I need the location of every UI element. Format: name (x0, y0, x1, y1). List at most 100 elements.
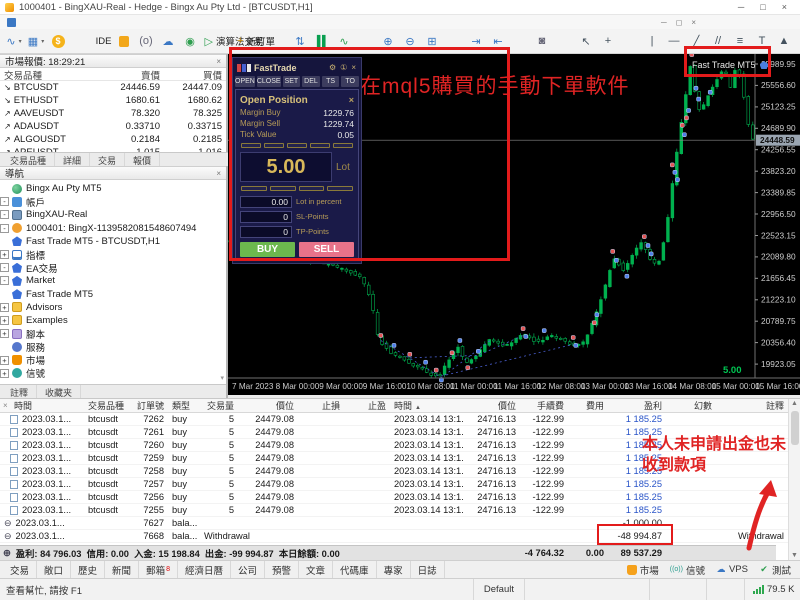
trade-panel-info-icon[interactable]: ① (340, 63, 348, 72)
nav-item[interactable]: Fast Trade MT5 - BTCUSDT,H1 (0, 235, 226, 248)
toolbar-button[interactable]: ⊕ (378, 31, 398, 51)
sell-button[interactable]: SELL (299, 242, 354, 257)
table-row[interactable]: 2023.03.1... btcusdt 7262 buy 5 24479.08… (0, 413, 788, 426)
scrollbar-thumb[interactable] (791, 411, 799, 445)
nav-item[interactable]: + 信號 (0, 367, 226, 380)
expand-toggle-icon[interactable]: + (0, 302, 9, 312)
scroll-down-icon[interactable]: ▼ (791, 552, 798, 559)
table-row[interactable]: 2023.03.1... btcusdt 7259 buy 5 24479.08… (0, 452, 788, 465)
chart-restore-button[interactable]: ◻ (675, 17, 683, 27)
toolbar-button[interactable]: IDE (95, 35, 112, 47)
trade-panel-tab[interactable]: OPEN (235, 76, 255, 87)
profile-selector[interactable]: Default (472, 579, 524, 600)
column-header[interactable]: 止損 (321, 401, 340, 411)
table-row[interactable]: 2023.03.1... btcusdt 7260 buy 5 24479.08… (0, 439, 788, 452)
toolbox-tab[interactable]: 經濟日曆 (178, 560, 231, 579)
trade-panel-settings-icon[interactable]: ⚙ (328, 63, 337, 72)
expand-toggle-icon[interactable]: + (0, 250, 9, 260)
nav-item[interactable]: + 市場 (0, 353, 226, 367)
trade-input-field[interactable]: 0 (240, 225, 292, 238)
lot-preset-buttons[interactable] (240, 140, 354, 151)
column-header[interactable]: 類型 (172, 401, 191, 411)
trade-panel-tab[interactable]: TO (341, 76, 360, 87)
shortcut-button[interactable]: ☁ VPS (716, 564, 748, 575)
toolbar-button[interactable]: ⇤ (488, 31, 508, 51)
column-header[interactable]: 時間 ▲ (394, 401, 421, 411)
nav-item[interactable]: 服務 (0, 340, 226, 354)
trade-panel-close-icon[interactable]: × (351, 63, 356, 72)
column-header[interactable]: 訂單號 (136, 401, 164, 411)
toolbar-button[interactable] (620, 31, 640, 51)
toolbar-button[interactable] (268, 31, 288, 51)
toolbar-button[interactable]: ╱ (686, 31, 706, 51)
toolbar-button[interactable] (356, 31, 376, 51)
column-header[interactable]: 止盈 (367, 401, 386, 411)
ea-badge[interactable]: Fast Trade MT5 (692, 60, 769, 70)
trade-panel-tab[interactable]: TS (321, 76, 340, 87)
table-scrollbar[interactable]: ▲ ▼ (788, 399, 800, 560)
toolbar-button[interactable]: ⇅ (290, 31, 310, 51)
nav-item[interactable]: - 1000401: BingX-1139582081548607494 (0, 222, 226, 235)
nav-item[interactable]: Fast Trade MT5 (0, 288, 226, 301)
expand-toggle-icon[interactable]: - (0, 263, 9, 273)
chart-minimize-button[interactable]: ─ (661, 17, 667, 27)
trade-input-field[interactable]: 0.00 (240, 195, 292, 208)
market-watch-tab[interactable]: 報價 (125, 153, 161, 166)
toolbar-button[interactable]: $ (48, 31, 68, 51)
open-position-close-icon[interactable]: × (348, 95, 354, 105)
column-header[interactable]: 註釋 (765, 401, 784, 411)
shortcut-button[interactable]: 市場 (626, 563, 659, 577)
trade-panel-tab[interactable]: SET (282, 76, 301, 87)
nav-item[interactable]: - BingXAU-Real (0, 208, 226, 221)
expand-toggle-icon[interactable]: + (0, 315, 9, 325)
symbol-row[interactable]: ↘ ETHUSDT 1680.61 1680.62 (0, 94, 226, 107)
column-header[interactable]: 交易品種 (88, 401, 125, 411)
symbol-row[interactable]: ↗ ALGOUSDT 0.2184 0.2185 (0, 133, 226, 146)
toolbar-button[interactable]: ▦ ▾ (27, 35, 45, 48)
expand-toggle-icon[interactable]: + (0, 329, 9, 339)
trade-panel-tab[interactable]: DEL (302, 76, 320, 87)
chart-area[interactable]: 25989.95 25556.60 25123.25 24689.90 24256.55… (228, 54, 800, 395)
toolbar-button[interactable]: ∿ (334, 31, 354, 51)
toolbar-button[interactable] (70, 31, 90, 51)
toolbar-button[interactable]: (o) (136, 31, 156, 51)
table-row[interactable]: 2023.03.1... btcusdt 7256 buy 5 24479.08… (0, 491, 788, 504)
market-watch-tab[interactable]: 詳細 (55, 153, 91, 166)
nav-item[interactable]: + 指標 (0, 248, 226, 262)
navigator-tab[interactable]: 註釋 (2, 385, 38, 398)
nav-item[interactable]: + 腳本 (0, 327, 226, 341)
toolbar-button[interactable]: ∿ ▾ (6, 35, 22, 48)
table-row[interactable]: 2023.03.1... btcusdt 7258 buy 5 24479.08… (0, 465, 788, 478)
toolbox-tab[interactable]: 文章 (299, 560, 334, 579)
toolbar-button[interactable]: ▷ 演算法交易 (204, 35, 264, 49)
toolbar-button[interactable]: ≡ (730, 31, 750, 51)
column-header[interactable]: 手續費 (536, 401, 564, 411)
column-header[interactable]: 價位 (275, 401, 294, 411)
toolbox-tab[interactable]: 歷史 (71, 560, 106, 579)
column-header[interactable]: 交易量 (206, 401, 234, 411)
symbol-row[interactable]: ↗ ADAUSDT 0.33710 0.33715 (0, 120, 226, 133)
expand-toggle-icon[interactable]: - (0, 210, 9, 220)
market-watch-close-icon[interactable]: × (216, 56, 221, 66)
column-header[interactable]: 價位 (497, 401, 516, 411)
toolbar-button[interactable]: ◙ (532, 31, 552, 51)
toolbar-button[interactable]: ⇥ (466, 31, 486, 51)
lot-size-display[interactable]: 5.00 (240, 152, 332, 182)
toolbox-tab[interactable]: 日誌 (411, 560, 445, 579)
toolbar-button[interactable] (444, 31, 464, 51)
chart-close-button[interactable]: × (691, 17, 696, 27)
expand-toggle-icon[interactable]: - (0, 197, 9, 207)
expand-toggle-icon[interactable]: + (0, 355, 9, 365)
toolbox-tab[interactable]: 公司 (231, 560, 266, 579)
shortcut-button[interactable]: ✔ 測試 (760, 564, 791, 577)
toolbar-button[interactable]: ▌▌ (312, 31, 332, 51)
toolbar-button[interactable] (554, 31, 574, 51)
toolbox-tab[interactable]: 敞口 (37, 560, 72, 579)
toolbox-tab[interactable]: 郵箱 8 (139, 560, 178, 579)
toolbar-button[interactable]: ⊖ (400, 31, 420, 51)
nav-item[interactable]: + Advisors (0, 301, 226, 314)
column-header[interactable]: 費用 (585, 401, 604, 411)
toolbox-tab[interactable]: 交易 (3, 560, 38, 579)
toolbar-button[interactable] (114, 31, 134, 51)
toolbar-button[interactable]: — (664, 31, 684, 51)
